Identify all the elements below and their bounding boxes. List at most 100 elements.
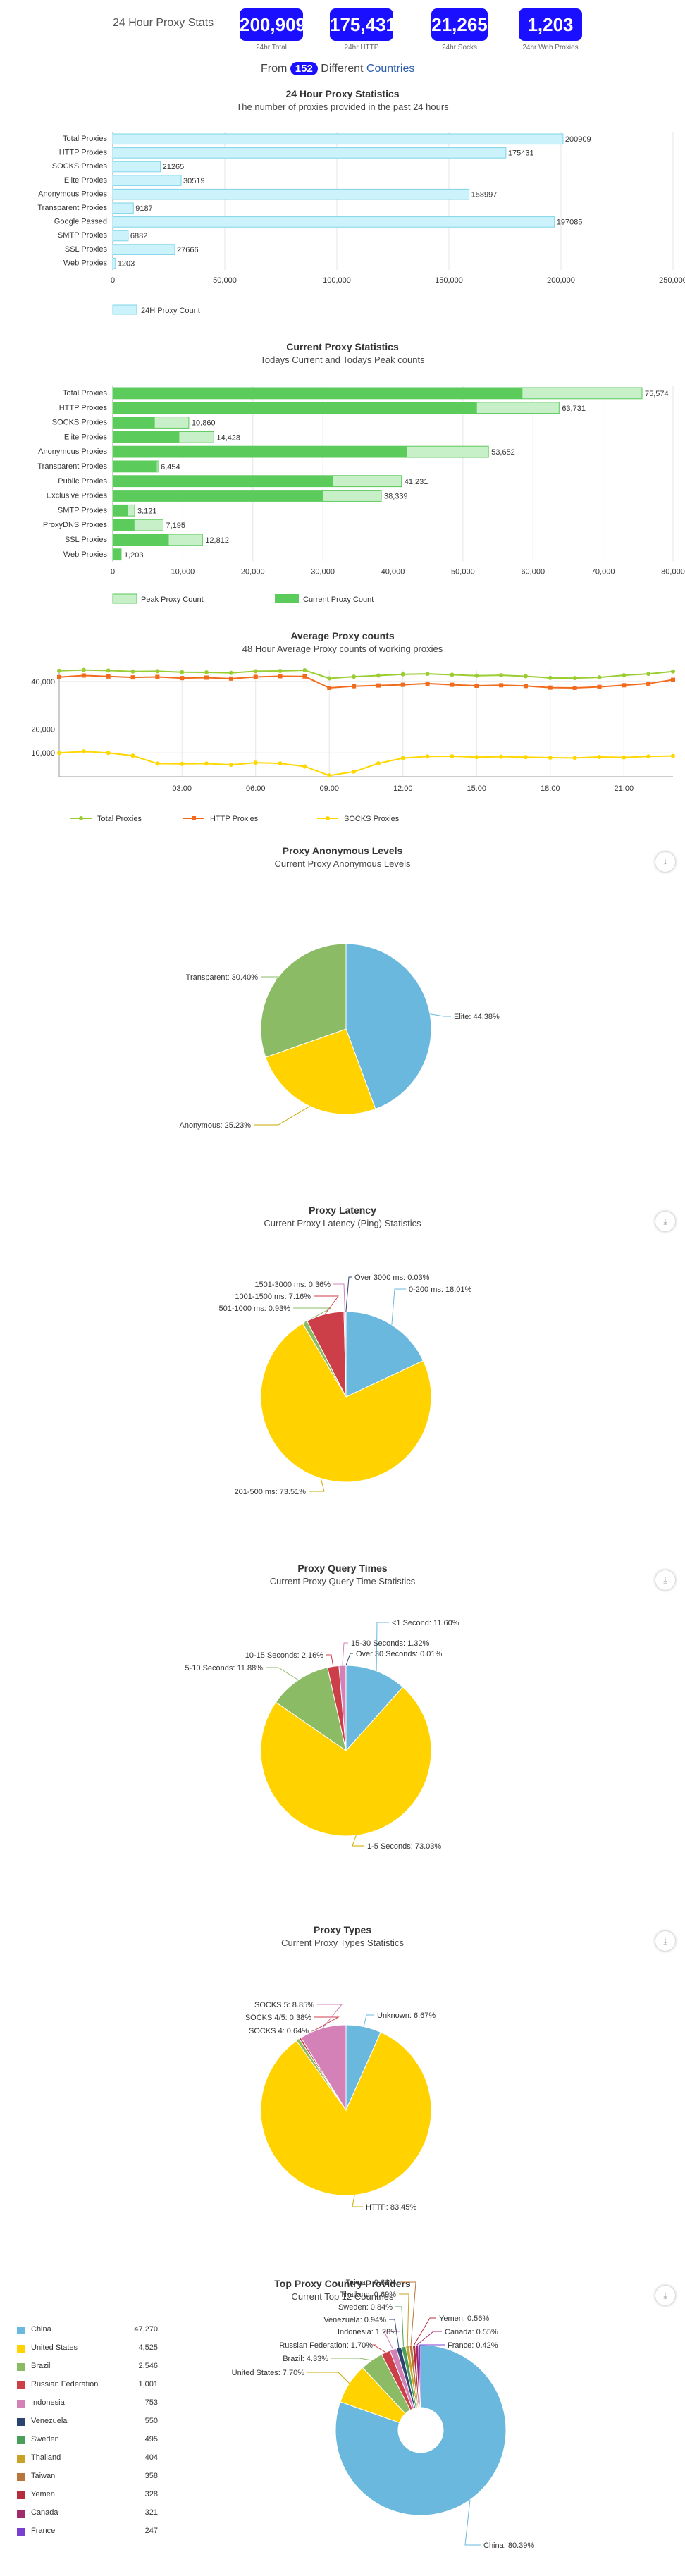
- bar-value-label: 6,454: [161, 463, 180, 472]
- legend-marker: [326, 816, 330, 820]
- slice-label: Canada: 0.55%: [445, 2328, 498, 2336]
- country-swatch: [17, 2345, 25, 2353]
- slice-label: 1-5 Seconds: 73.03%: [367, 1842, 441, 1851]
- download-icon[interactable]: ⤓: [655, 1931, 675, 1951]
- stat-web-caption: 24hr Web Proxies: [522, 44, 579, 51]
- country-name: Canada: [31, 2508, 58, 2517]
- data-point: [81, 667, 86, 672]
- bar-value-label: 27666: [177, 246, 199, 254]
- country-count-badge: 152: [290, 62, 318, 75]
- data-point: [327, 676, 332, 681]
- bar-value-label: 38,339: [384, 493, 408, 501]
- country-row: China 47,270: [17, 2324, 158, 2343]
- current-bar: [113, 461, 157, 472]
- category-label: SMTP Proxies: [58, 506, 108, 514]
- data-point: [204, 675, 209, 680]
- x-tick-label: 50,000: [451, 568, 475, 577]
- download-icon[interactable]: ⤓: [655, 852, 675, 872]
- slice-connector: [333, 1283, 345, 1312]
- data-point: [671, 669, 675, 674]
- stat-web: 1,203 24hr Web Proxies: [519, 8, 582, 51]
- country-table: China 47,270 United States 4,525 Brazil 2,546…: [17, 2324, 158, 2544]
- category-label: Transparent Proxies: [37, 204, 107, 212]
- chart-countries-title: Top Proxy Country Providers: [274, 2278, 411, 2289]
- country-name: Russian Federation: [31, 2380, 99, 2389]
- slice-label: Brazil: 4.33%: [283, 2355, 328, 2363]
- chart-latency-subtitle: Current Proxy Latency (Ping) Statistics: [264, 1218, 421, 1228]
- from-middle: Different: [321, 63, 364, 75]
- country-swatch: [17, 2418, 25, 2426]
- current-bar: [113, 402, 477, 414]
- download-icon[interactable]: ⤓: [655, 1570, 675, 1590]
- data-point: [228, 676, 233, 681]
- country-count: 358: [144, 2472, 158, 2480]
- countries-link[interactable]: Countries: [366, 63, 415, 75]
- legend-marker: [79, 816, 83, 820]
- data-point: [622, 673, 627, 678]
- slice-label: SOCKS 5: 8.85%: [254, 2001, 314, 2009]
- slice-connector: [363, 2014, 374, 2027]
- data-point: [57, 751, 61, 756]
- bar-value-label: 1,203: [124, 551, 144, 560]
- pie-slice: [265, 1028, 376, 1115]
- bar-value-label: 14,428: [216, 433, 240, 442]
- slice-label: Unknown: 6.67%: [377, 2011, 436, 2020]
- category-label: Anonymous Proxies: [38, 190, 107, 198]
- bar-value-label: 75,574: [645, 390, 669, 398]
- stats-title: 24 Hour Proxy Stats: [113, 17, 214, 29]
- slice-connector: [383, 2331, 400, 2350]
- data-point: [180, 670, 185, 674]
- download-icon[interactable]: ⤓: [655, 2286, 675, 2305]
- data-point: [228, 763, 233, 768]
- slice-label: Sweden: 0.84%: [338, 2303, 393, 2312]
- bar: [112, 216, 555, 228]
- current-bar: [113, 388, 523, 399]
- slice-label: 10-15 Seconds: 2.16%: [245, 1651, 324, 1660]
- data-point: [376, 673, 381, 678]
- slice-label: SOCKS 4: 0.64%: [249, 2027, 309, 2035]
- slice-connector: [395, 2306, 404, 2347]
- data-point: [302, 764, 307, 769]
- country-count: 328: [144, 2490, 158, 2498]
- legend-swatch: [275, 594, 299, 603]
- country-row: Taiwan 358: [17, 2471, 158, 2489]
- slice-label: 1001-1500 ms: 7.16%: [235, 1293, 311, 1301]
- data-point: [597, 675, 602, 680]
- slice-label: 1501-3000 ms: 0.36%: [254, 1281, 331, 1289]
- country-swatch: [17, 2473, 25, 2481]
- slice-label: Indonesia: 1.28%: [338, 2328, 397, 2336]
- data-point: [130, 675, 135, 680]
- stat-total: 200,909 24hr Total: [240, 8, 306, 51]
- slice-connector: [307, 2372, 350, 2384]
- slice-label: Venezuela: 0.94%: [323, 2316, 386, 2324]
- data-point: [572, 676, 577, 681]
- country-swatch: [17, 2327, 25, 2334]
- stat-web-value: 1,203: [519, 8, 582, 41]
- download-icon[interactable]: ⤓: [655, 1212, 675, 1231]
- bar-value-label: 41,231: [405, 478, 428, 486]
- slice-connector: [317, 2004, 343, 2028]
- from-prefix: From: [261, 63, 288, 75]
- x-tick-label: 250,000: [659, 276, 685, 285]
- legend-marker: [192, 816, 196, 820]
- chart-24h-title: 24 Hour Proxy Statistics: [285, 88, 399, 99]
- data-point: [523, 684, 528, 689]
- legend-label: Peak Proxy Count: [141, 596, 204, 604]
- chart-average-title: Average Proxy counts: [290, 630, 395, 641]
- country-count: 2,546: [138, 2362, 158, 2370]
- chart-types-subtitle: Current Proxy Types Statistics: [281, 1937, 404, 1948]
- chart-countries-subtitle: Current Top 12 Countries: [291, 2291, 394, 2302]
- slice-connector: [389, 2319, 400, 2348]
- slice-label: 501-1000 ms: 0.93%: [218, 1305, 290, 1313]
- x-tick-label: 50,000: [213, 276, 237, 285]
- pie-slice: [260, 943, 347, 1058]
- data-point: [352, 769, 357, 774]
- slice-label: 201-500 ms: 73.51%: [234, 1488, 306, 1496]
- bar-value-label: 200909: [565, 135, 591, 144]
- slice-connector: [352, 2195, 363, 2207]
- category-label: HTTP Proxies: [59, 404, 108, 412]
- country-name: China: [31, 2325, 51, 2334]
- country-row: United States 4,525: [17, 2343, 158, 2361]
- data-point: [523, 674, 528, 679]
- category-label: SMTP Proxies: [58, 231, 108, 240]
